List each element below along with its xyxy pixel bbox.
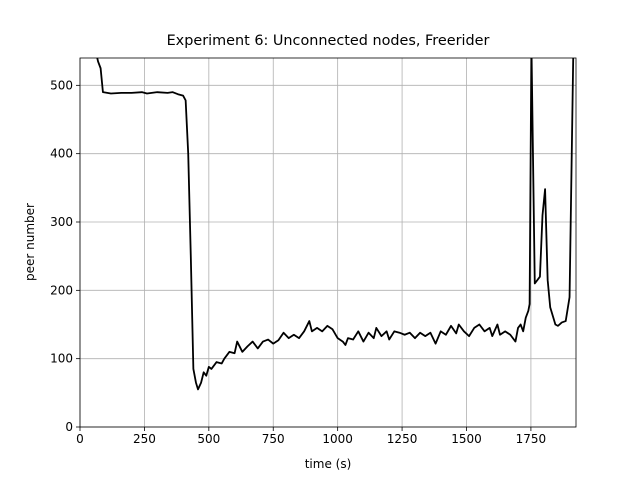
- axes-frame: [79, 57, 577, 428]
- x-tick-label: 0: [76, 432, 84, 446]
- y-tick-label: 100: [50, 352, 73, 366]
- plot-area: [96, 58, 575, 391]
- x-tick-label: 500: [197, 432, 220, 446]
- y-tick-label: 400: [50, 147, 73, 161]
- y-tick-label: 200: [50, 283, 73, 297]
- y-tick-label: 300: [50, 215, 73, 229]
- x-tick-label: 250: [133, 432, 156, 446]
- x-tick-label: 1250: [387, 432, 418, 446]
- ticks: 0 250 500 750 1000 1250 1500 1750 0 100 200 300 400 5…: [50, 78, 546, 446]
- x-tick-label: 750: [262, 432, 285, 446]
- y-axis-label: peer number: [23, 203, 37, 281]
- data-line: [96, 58, 575, 391]
- grid: [79, 58, 576, 428]
- x-tick-label: 1500: [451, 432, 482, 446]
- x-tick-label: 1000: [322, 432, 353, 446]
- x-axis-label: time (s): [305, 457, 352, 471]
- y-tick-label: 500: [50, 78, 73, 92]
- chart-title: Experiment 6: Unconnected nodes, Freerid…: [167, 33, 490, 49]
- y-tick-label: 0: [65, 420, 73, 434]
- x-tick-label: 1750: [516, 432, 547, 446]
